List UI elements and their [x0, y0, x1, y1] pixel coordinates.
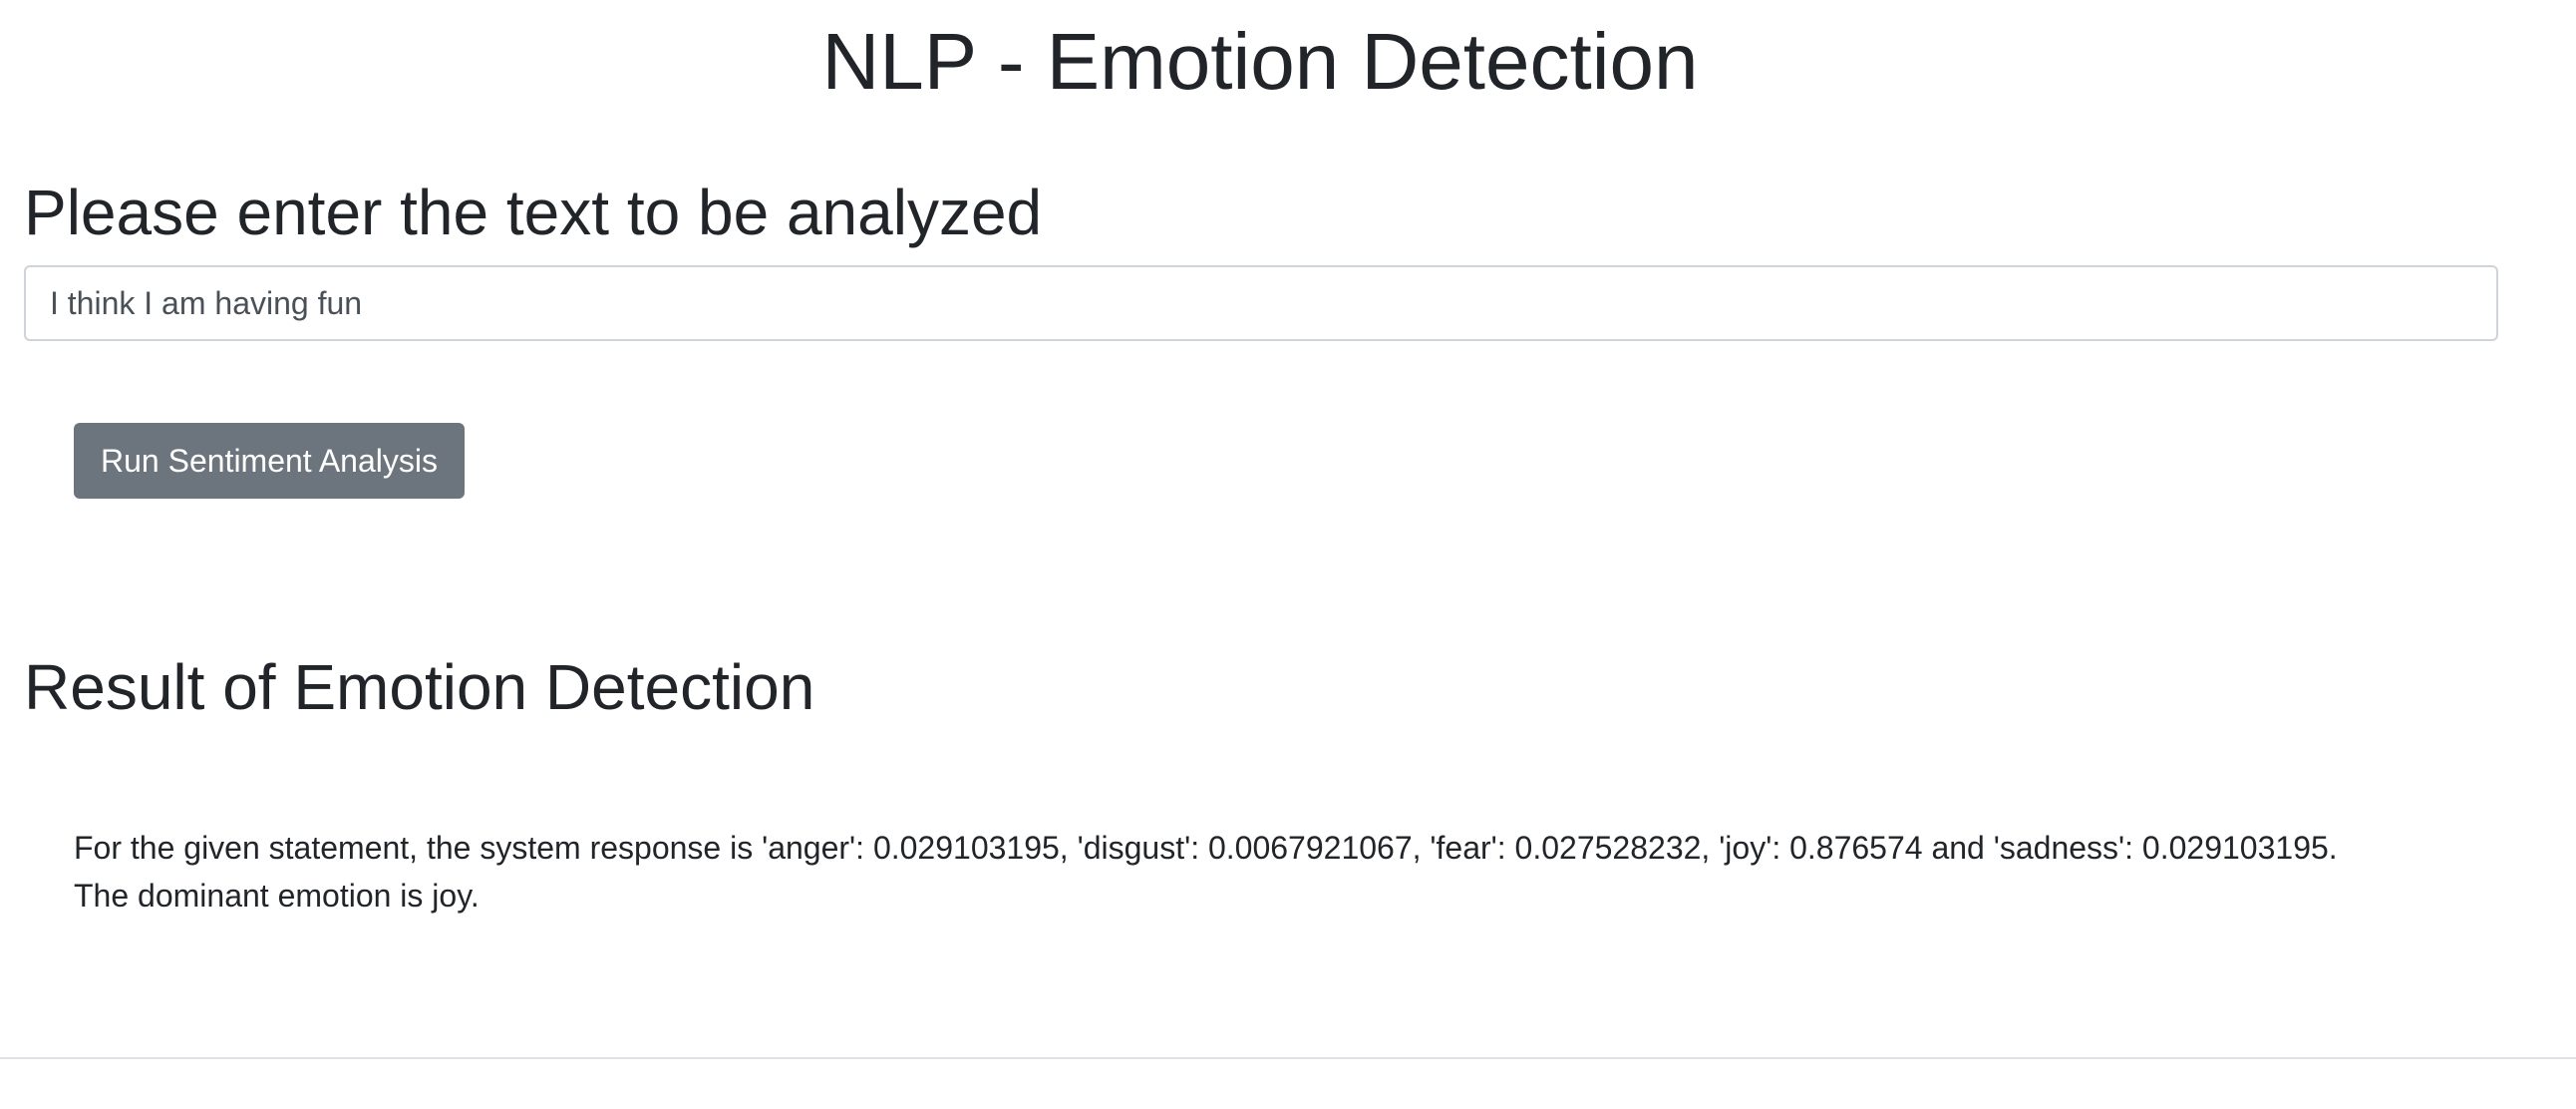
result-scores-line: For the given statement, the system resp… [74, 830, 2338, 866]
page-title: NLP - Emotion Detection [821, 17, 1699, 106]
text-to-analyze-input[interactable] [24, 265, 2498, 341]
footer-divider [0, 1057, 2576, 1059]
input-heading: Please enter the text to be analyzed [24, 177, 1043, 248]
result-heading: Result of Emotion Detection [24, 651, 815, 723]
run-sentiment-analysis-button[interactable]: Run Sentiment Analysis [74, 423, 465, 499]
result-dominant-line: The dominant emotion is joy. [74, 878, 480, 914]
result-output: For the given statement, the system resp… [74, 824, 2526, 920]
